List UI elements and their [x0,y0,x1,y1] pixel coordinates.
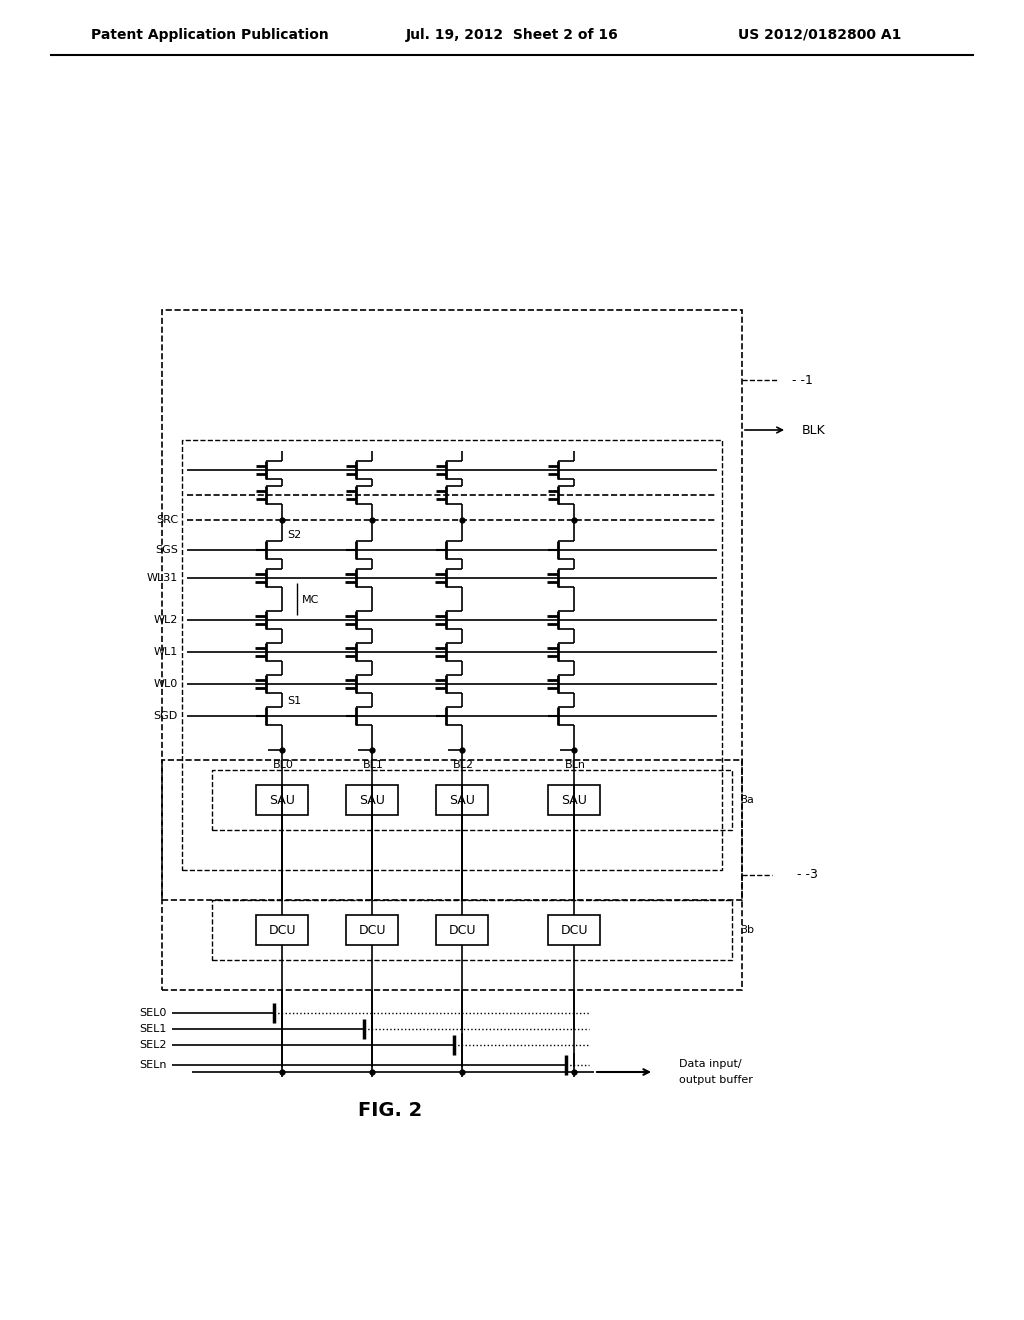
Text: SAU: SAU [269,793,295,807]
Bar [162,310,742,900]
Text: WL31: WL31 [146,573,178,583]
Text: SGD: SGD [154,711,178,721]
Text: BL1: BL1 [362,760,384,770]
Text: SEL0: SEL0 [139,1008,167,1018]
Text: SGS: SGS [155,545,178,554]
Text: Patent Application Publication: Patent Application Publication [91,28,329,42]
Bar [436,915,488,945]
Text: S2: S2 [287,531,301,540]
Text: BLK: BLK [802,424,825,437]
Bar [256,915,308,945]
Text: 3b: 3b [740,925,754,935]
Text: US 2012/0182800 A1: US 2012/0182800 A1 [738,28,902,42]
Text: WL1: WL1 [154,647,178,657]
Text: SRC: SRC [156,515,178,525]
Text: DCU: DCU [560,924,588,936]
Text: BL2: BL2 [453,760,474,770]
Text: DCU: DCU [268,924,296,936]
Text: SEL2: SEL2 [139,1040,167,1049]
Text: SELn: SELn [139,1060,167,1071]
Bar [436,785,488,814]
Text: DCU: DCU [358,924,386,936]
Bar [182,440,722,870]
Text: 3a: 3a [740,795,754,805]
Text: SAU: SAU [359,793,385,807]
Bar [346,915,398,945]
Text: WL0: WL0 [154,678,178,689]
Text: output buffer: output buffer [679,1074,753,1085]
Text: Jul. 19, 2012  Sheet 2 of 16: Jul. 19, 2012 Sheet 2 of 16 [406,28,618,42]
Bar [212,770,732,830]
Text: SEL1: SEL1 [139,1024,167,1034]
Bar [346,785,398,814]
Text: Data input/: Data input/ [679,1059,741,1069]
Text: WL2: WL2 [154,615,178,624]
Bar [212,900,732,960]
Bar [548,785,600,814]
Text: SAU: SAU [450,793,475,807]
Bar [162,760,742,990]
Text: - -3: - -3 [797,869,818,882]
Text: MC: MC [302,595,319,605]
Bar [548,915,600,945]
Text: S1: S1 [287,696,301,706]
Text: FIG. 2: FIG. 2 [357,1101,422,1119]
Text: BLn: BLn [565,760,586,770]
Text: SAU: SAU [561,793,587,807]
Bar [256,785,308,814]
Text: BL0: BL0 [273,760,294,770]
Text: DCU: DCU [449,924,476,936]
Text: - -1: - -1 [792,374,813,387]
